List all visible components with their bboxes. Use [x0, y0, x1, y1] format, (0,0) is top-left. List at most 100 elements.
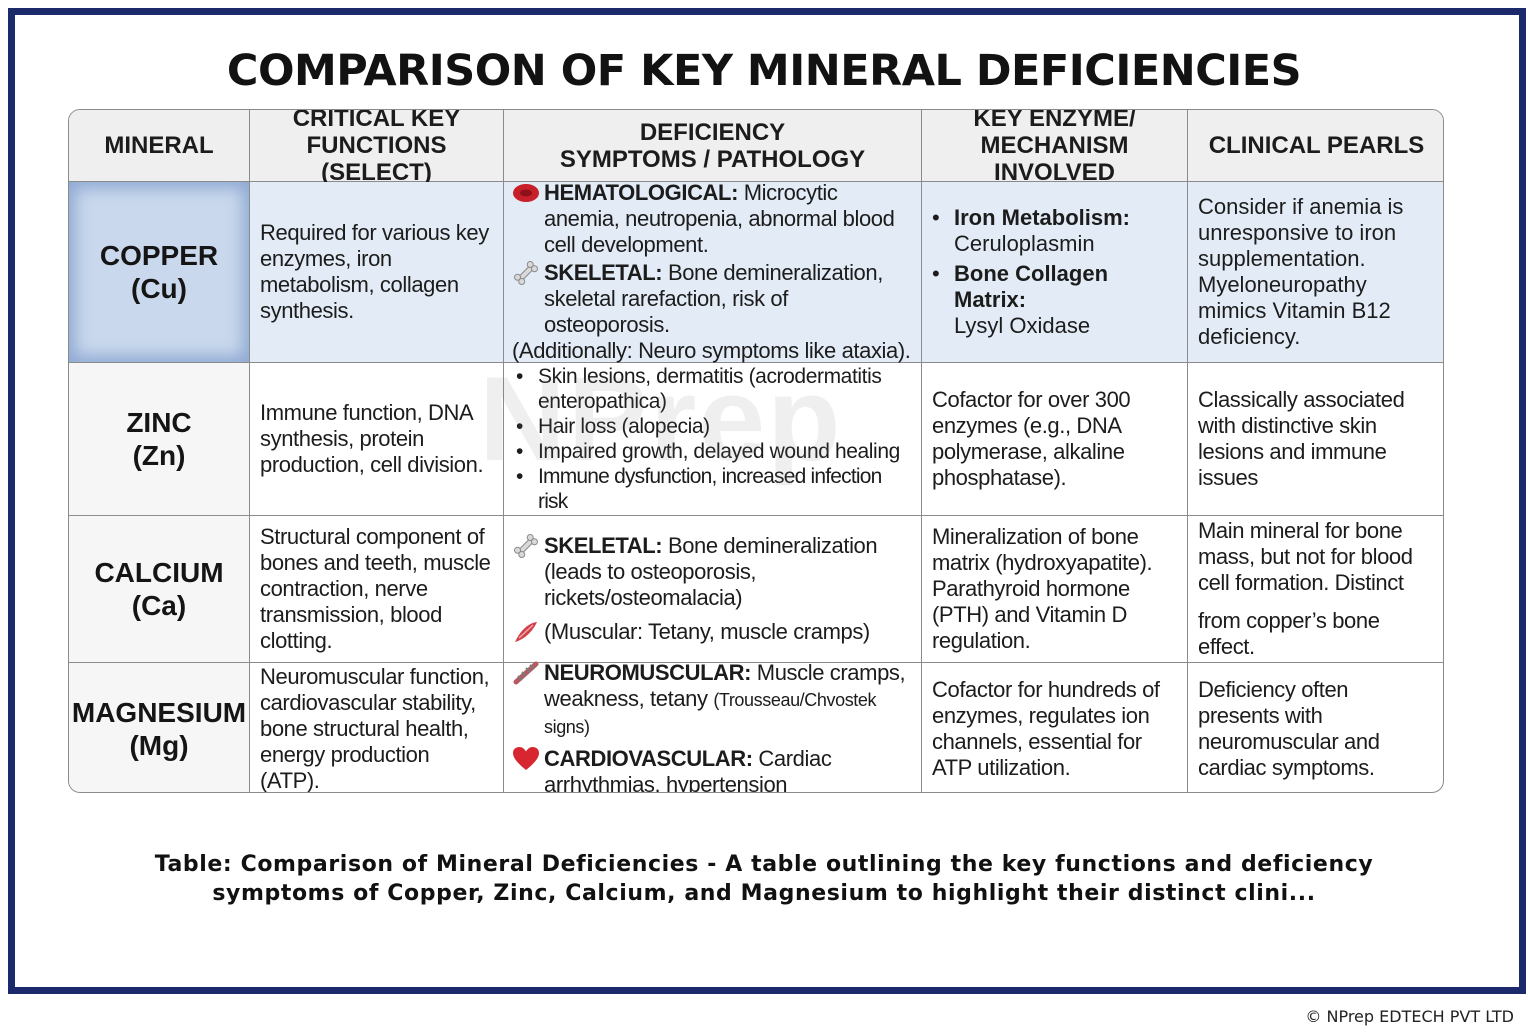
header-enzyme: KEY ENZYME/ MECHANISM INVOLVED — [922, 109, 1188, 186]
bone-icon — [514, 534, 538, 558]
muscle-icon — [515, 622, 537, 642]
red-blood-cell-icon — [513, 184, 539, 202]
header-functions-label: CRITICAL KEY FUNCTIONS (SELECT) — [292, 109, 461, 186]
symptoms-cell-magnesium: NEUROMUSCULAR: Muscle cramps, weakness, … — [504, 660, 922, 793]
pearls-cell-copper: Consider if anemia is unresponsive to ir… — [1188, 182, 1443, 363]
enzyme-cell-copper: • Iron Metabolism: Ceruloplasmin • Bone C… — [922, 182, 1188, 363]
symptom-hematological-label: HEMATOLOGICAL: — [544, 180, 739, 205]
enzyme-cell-magnesium: Cofactor for hundreds of enzymes, regula… — [922, 663, 1188, 792]
symptom-bullet-text: Hair loss (alopecia) — [538, 415, 710, 438]
symptom-hematological: HEMATOLOGICAL: Microcytic anemia, neutro… — [512, 180, 911, 258]
heart-icon — [513, 746, 539, 770]
mineral-name: ZINC — [126, 407, 192, 438]
symptom-neuromuscular: NEUROMUSCULAR: Muscle cramps, weakness, … — [512, 660, 911, 740]
header-symptoms: DEFICIENCY SYMPTOMS / PATHOLOGY — [504, 110, 922, 182]
mineral-cell-copper: COPPER (Cu) — [69, 182, 250, 363]
bullet-dot: • — [516, 465, 523, 488]
header-functions: CRITICAL KEY FUNCTIONS (SELECT) — [250, 110, 504, 186]
header-mineral-label: MINERAL — [104, 132, 214, 159]
enzyme-cell-calcium: Mineralization of bone matrix (hydroxyap… — [922, 516, 1188, 663]
enzyme-item-collagen: • Bone Collagen Matrix: Lysyl Oxidase — [932, 261, 1177, 339]
mineral-cell-zinc: ZINC (Zn) — [69, 363, 250, 516]
bone-icon — [514, 261, 538, 285]
header-symptoms-line1: DEFICIENCY — [639, 118, 786, 146]
mineral-name: MAGNESIUM — [71, 696, 247, 728]
pearls-text: Consider if anemia is unresponsive to ir… — [1198, 194, 1404, 349]
symptom-skeletal-text: Bone demineralization, skeletal rarefact… — [544, 260, 883, 337]
enzyme-text: Cofactor for hundreds of enzymes, regula… — [932, 676, 1160, 780]
pearls-cell-zinc: Classically associated with distinctive … — [1188, 363, 1443, 516]
symptom-neuromuscular-text: Muscle cramps, weakness, tetany — [544, 659, 906, 711]
bullet-dot: • — [516, 440, 523, 463]
bullet-dot: • — [932, 205, 940, 230]
mineral-symbol: (Cu) — [131, 273, 187, 304]
symptom-additional-note: (Additionally: Neuro symptoms like ataxi… — [512, 338, 911, 363]
table-caption: Table: Comparison of Mineral Deficiencie… — [154, 852, 1374, 906]
symptom-skeletal-label: SKELETAL: — [544, 533, 663, 558]
enzyme-text: Mineralization of bone matrix (hydroxyap… — [932, 524, 1153, 653]
mineral-name: COPPER — [99, 240, 219, 271]
functions-text: Immune function, DNA synthesis, protein … — [260, 400, 484, 477]
symptoms-cell-zinc: • Skin lesions, dermatitis (acrodermatiti… — [504, 363, 922, 516]
symptom-bullet: • Impaired growth, delayed wound healing — [516, 439, 911, 464]
functions-text: Neuromuscular function, cardiovascular s… — [260, 663, 490, 793]
enzyme-item-text: Ceruloplasmin — [954, 231, 1095, 256]
symptom-bullet-text: Impaired growth, delayed wound healing — [538, 440, 900, 463]
header-enzyme-line2: MECHANISM INVOLVED — [980, 132, 1129, 186]
enzyme-item-label: Bone Collagen Matrix: — [954, 261, 1109, 312]
symptom-bullet: • Skin lesions, dermatitis (acrodermatiti… — [516, 364, 911, 414]
page-title: COMPARISON OF KEY MINERAL DEFICIENCIES — [226, 46, 1302, 96]
symptom-neuromuscular-label: NEUROMUSCULAR: — [544, 659, 752, 685]
pearls-cell-magnesium: Deficiency often presents with neuromusc… — [1188, 663, 1443, 792]
header-mineral: MINERAL — [69, 110, 250, 182]
pearls-text-line1: Main mineral for bone mass, but not for … — [1198, 518, 1413, 595]
symptom-bullet-text: Skin lesions, dermatitis (acrodermatitis… — [538, 365, 882, 413]
symptom-muscular-text: (Muscular: Tetany, muscle cramps) — [544, 619, 870, 644]
symptom-skeletal-text: Bone demineralization (leads to osteopor… — [544, 533, 878, 610]
enzyme-item-iron: • Iron Metabolism: Ceruloplasmin — [932, 205, 1177, 257]
copyright-notice: © NPrep EDTECH PVT LTD — [1305, 1007, 1514, 1026]
header-symptoms-line2: SYMPTOMS / PATHOLOGY — [559, 145, 866, 173]
symptom-bullet: • Hair loss (alopecia) — [516, 414, 911, 439]
mineral-comparison-table: MINERAL CRITICAL KEY FUNCTIONS (SELECT) … — [68, 109, 1444, 793]
pearls-text: Deficiency often presents with neuromusc… — [1198, 676, 1380, 780]
bullet-dot: • — [516, 415, 523, 438]
symptom-cardiovascular-label: CARDIOVASCULAR: — [544, 745, 753, 771]
functions-text: Structural component of bones and teeth,… — [260, 524, 491, 653]
bullet-dot: • — [932, 261, 940, 286]
pearls-text-line2: from copper’s bone effect. — [1198, 608, 1380, 659]
enzyme-text: Cofactor for over 300 enzymes (e.g., DNA… — [932, 387, 1131, 490]
header-enzyme-line1: KEY ENZYME/ — [973, 109, 1136, 132]
functions-cell-calcium: Structural component of bones and teeth,… — [250, 516, 504, 663]
pearls-text: Classically associated with distinctive … — [1198, 387, 1405, 490]
header-pearls: CLINICAL PEARLS — [1188, 110, 1443, 182]
symptom-skeletal-label: SKELETAL: — [544, 260, 663, 285]
mineral-name: CALCIUM — [94, 557, 224, 588]
symptoms-cell-calcium: SKELETAL: Bone demineralization (leads t… — [504, 516, 922, 663]
mineral-symbol: (Zn) — [132, 440, 186, 471]
symptom-muscular: (Muscular: Tetany, muscle cramps) — [512, 619, 911, 645]
mineral-cell-calcium: CALCIUM (Ca) — [69, 516, 250, 663]
enzyme-item-text: Lysyl Oxidase — [954, 313, 1091, 338]
symptom-neuromuscular-signs: (Trousseau/Chvostek signs) — [544, 689, 877, 737]
symptom-cardiovascular-text: Cardiac arrhythmias, hypertension — [544, 745, 832, 793]
pearls-cell-calcium: Main mineral for bone mass, but not for … — [1188, 516, 1443, 663]
functions-cell-copper: Required for various key enzymes, iron m… — [250, 182, 504, 363]
symptom-bullet-text: Immune dysfunction, increased infection … — [538, 465, 882, 513]
symptom-bullet: • Immune dysfunction, increased infection… — [516, 464, 911, 514]
enzyme-cell-zinc: Cofactor for over 300 enzymes (e.g., DNA… — [922, 363, 1188, 516]
nerve-icon — [513, 661, 539, 684]
mineral-cell-magnesium: MAGNESIUM (Mg) — [69, 663, 250, 792]
enzyme-item-label: Iron Metabolism: — [954, 205, 1131, 230]
functions-text: Required for various key enzymes, iron m… — [260, 220, 489, 323]
mineral-symbol: (Ca) — [131, 590, 187, 621]
symptom-skeletal: SKELETAL: Bone demineralization (leads t… — [512, 533, 911, 611]
symptom-cardiovascular: CARDIOVASCULAR: Cardiac arrhythmias, hyp… — [512, 745, 911, 793]
functions-cell-zinc: Immune function, DNA synthesis, protein … — [250, 363, 504, 516]
symptom-hematological-text: Microcytic anemia, neutropenia, abnormal… — [544, 180, 895, 257]
functions-cell-magnesium: Neuromuscular function, cardiovascular s… — [250, 663, 504, 793]
mineral-symbol: (Mg) — [129, 729, 189, 761]
symptoms-cell-copper: HEMATOLOGICAL: Microcytic anemia, neutro… — [504, 180, 922, 363]
header-pearls-label: CLINICAL PEARLS — [1208, 132, 1425, 159]
symptom-skeletal: SKELETAL: Bone demineralization, skeleta… — [512, 260, 911, 338]
